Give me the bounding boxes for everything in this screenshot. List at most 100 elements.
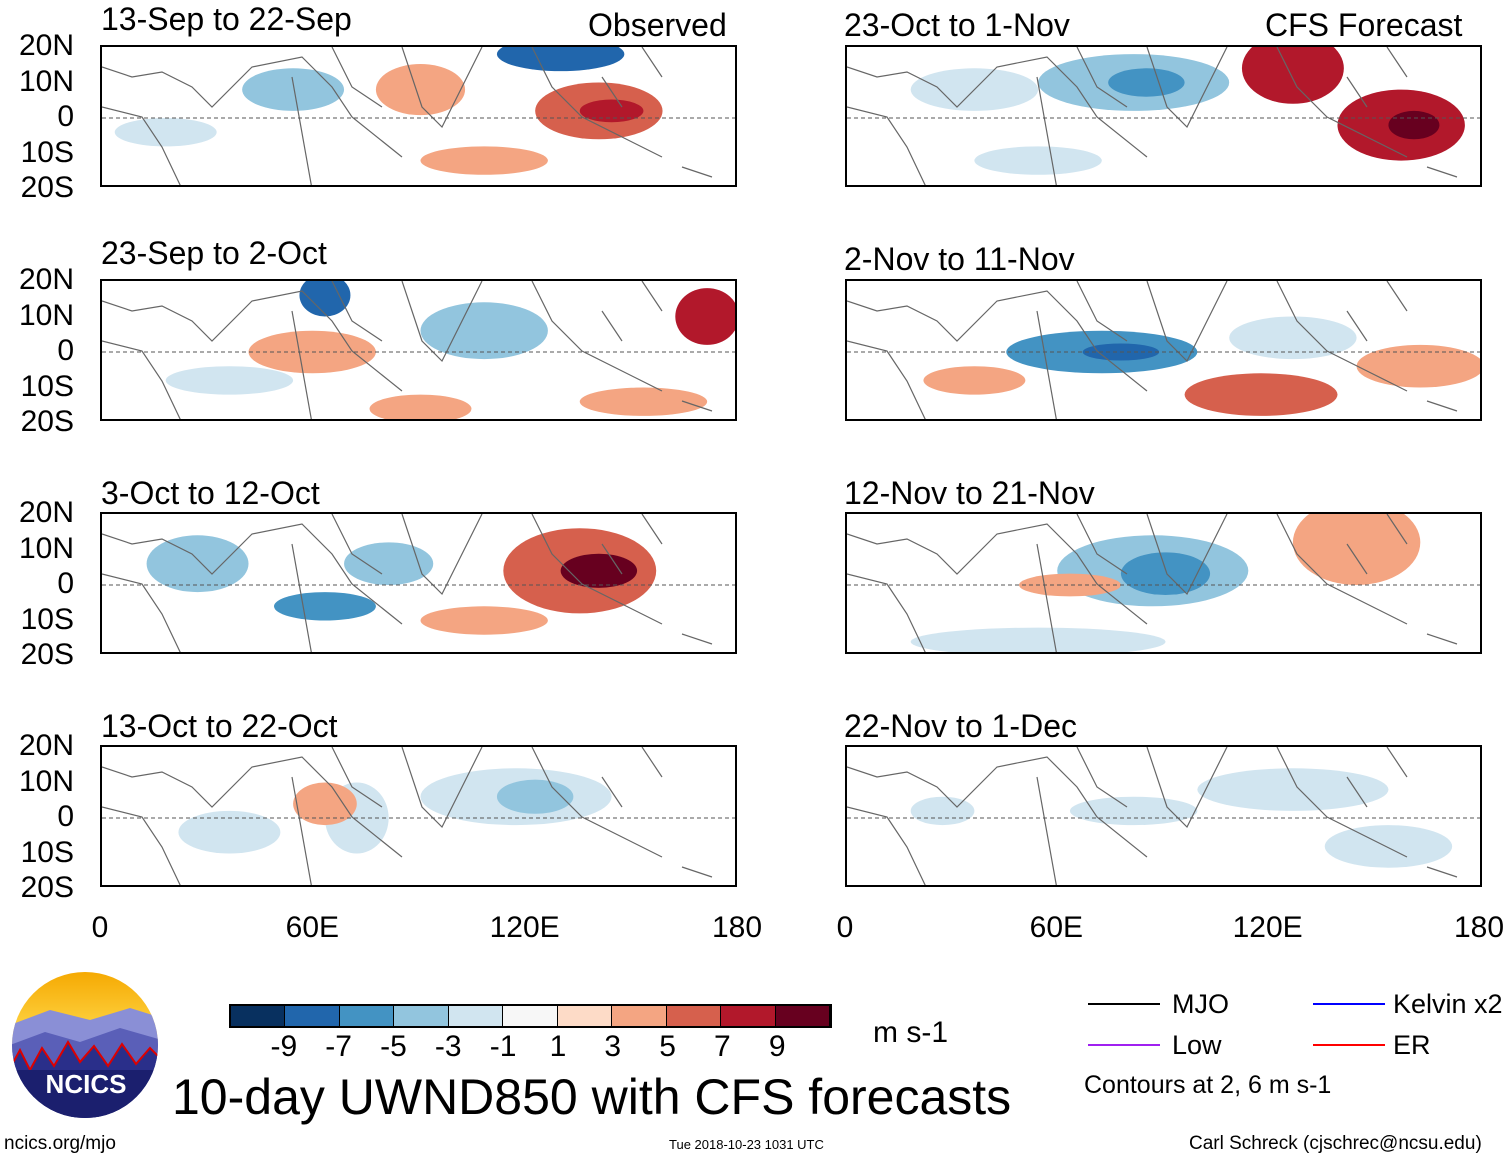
- latitude-label: 20N: [18, 263, 74, 296]
- wind-anomaly-shading: [1197, 768, 1389, 811]
- legend-line-low: [1088, 1044, 1160, 1046]
- ncics-logo: NCICS: [12, 972, 158, 1118]
- wind-anomaly-shading: [910, 796, 975, 826]
- coastline: [102, 281, 713, 419]
- wind-anomaly-shading: [1356, 344, 1480, 388]
- wind-anomaly-shading: [375, 64, 466, 116]
- latitude-label: 10S: [20, 369, 74, 403]
- wind-anomaly-shading: [114, 118, 217, 147]
- wind-anomaly-shading: [1241, 47, 1344, 104]
- legend-label: Low: [1172, 1030, 1222, 1060]
- colorbar-tick-label: 7: [714, 1030, 731, 1063]
- wind-anomaly-shading: [242, 68, 345, 111]
- wind-anomaly-shading: [923, 366, 1026, 395]
- map-canvas: [102, 281, 735, 419]
- wind-anomaly-shading: [273, 592, 376, 621]
- legend-line-er: [1313, 1044, 1385, 1046]
- legend-line-mjo: [1088, 1003, 1160, 1005]
- map-panel: [100, 45, 737, 187]
- legend-line-kelvin: [1313, 1003, 1385, 1005]
- latitude-label: 10N: [18, 531, 74, 565]
- colorbar-swatch: [666, 1006, 722, 1026]
- map-panel: [100, 745, 737, 887]
- longitude-label: 180: [1453, 911, 1505, 944]
- wind-anomaly-shading: [1292, 514, 1421, 585]
- wind-anomaly-shading: [579, 99, 644, 123]
- coastline: [847, 514, 1458, 652]
- longitude-label: 180: [711, 911, 763, 944]
- latitude-label: 0: [57, 100, 74, 133]
- longitude-label: 60E: [285, 911, 340, 944]
- wind-anomaly-shading: [146, 535, 249, 593]
- wind-anomaly-shading: [344, 542, 434, 585]
- coastline: [847, 281, 1458, 419]
- colorbar-units: m s-1: [873, 1016, 948, 1049]
- figure-title: 10-day UWND850 with CFS forecasts: [172, 1069, 1012, 1125]
- colorbar-swatch: [612, 1006, 667, 1026]
- colorbar-tick-label: 3: [604, 1030, 622, 1063]
- map-canvas: [847, 47, 1480, 185]
- wind-anomaly-shading: [1120, 552, 1211, 595]
- latitude-label: 20S: [20, 638, 74, 671]
- wind-anomaly-shading: [1388, 110, 1440, 140]
- wind-anomaly-shading: [1184, 373, 1338, 416]
- legend-label: MJO: [1172, 989, 1229, 1019]
- latitude-label: 10N: [18, 64, 74, 98]
- wind-anomaly-shading: [420, 302, 548, 360]
- legend-label: ER: [1393, 1030, 1431, 1060]
- wind-anomaly-shading: [165, 366, 294, 395]
- longitude-label: 0: [836, 911, 854, 944]
- wind-anomaly-shading: [420, 606, 548, 635]
- wind-anomaly-shading: [910, 627, 1166, 652]
- footer-timestamp: Tue 2018-10-23 1031 UTC: [669, 1137, 824, 1152]
- map-panel: [845, 45, 1482, 187]
- colorbar-swatch: [775, 1006, 830, 1026]
- panel-title: 3-Oct to 12-Oct: [101, 475, 320, 511]
- colorbar-tick-label: -9: [270, 1030, 298, 1063]
- forecast-label: CFS Forecast: [1265, 7, 1463, 43]
- colorbar-tick-label: -7: [325, 1030, 352, 1063]
- latitude-label: 10S: [20, 602, 74, 636]
- latitude-label: 10S: [20, 835, 74, 869]
- map-panel: [100, 512, 737, 654]
- colorbar-tick-label: 5: [659, 1030, 676, 1063]
- map-panel: [845, 745, 1482, 887]
- wind-anomaly-shading: [178, 810, 281, 854]
- panel-title: 23-Oct to 1-Nov: [844, 7, 1070, 43]
- wind-anomaly-shading: [299, 281, 351, 317]
- panel-title: 13-Sep to 22-Sep: [101, 1, 352, 37]
- wind-anomaly-shading: [293, 782, 357, 826]
- wind-anomaly-shading: [1324, 825, 1453, 868]
- footer-author: Carl Schreck (cjschrec@ncsu.edu): [1189, 1133, 1482, 1154]
- longitude-label: 0: [91, 911, 109, 944]
- wind-anomaly-shading: [579, 387, 708, 416]
- latitude-label: 20S: [20, 405, 74, 438]
- map-panel: [845, 279, 1482, 421]
- latitude-label: 20N: [18, 729, 74, 762]
- latitude-label: 0: [57, 800, 74, 833]
- colorbar-tick-label: -1: [489, 1030, 517, 1063]
- coastline: [847, 47, 1458, 185]
- colorbar-swatch: [339, 1006, 395, 1026]
- map-canvas: [847, 281, 1480, 419]
- wind-anomaly-shading: [420, 146, 548, 175]
- wind-anomaly-shading: [1108, 68, 1185, 97]
- footer-url[interactable]: ncics.org/mjo: [4, 1133, 116, 1154]
- colorbar-swatch: [503, 1006, 558, 1026]
- colorbar-swatch: [448, 1006, 504, 1026]
- map-canvas: [847, 747, 1480, 885]
- wind-anomaly-shading: [1069, 796, 1198, 826]
- wind-anomaly-shading: [1018, 573, 1121, 597]
- coastline: [102, 514, 713, 652]
- legend-label: Kelvin x2: [1393, 989, 1503, 1019]
- wind-anomaly-shading: [1229, 316, 1357, 360]
- map-canvas: [847, 514, 1480, 652]
- colorbar-tick-label: -5: [380, 1030, 407, 1063]
- colorbar-swatch: [721, 1006, 776, 1026]
- longitude-label: 120E: [1232, 911, 1303, 944]
- wind-anomaly-shading: [560, 553, 638, 588]
- latitude-label: 20N: [18, 496, 74, 529]
- map-canvas: [102, 47, 735, 185]
- colorbar-swatch: [394, 1006, 449, 1026]
